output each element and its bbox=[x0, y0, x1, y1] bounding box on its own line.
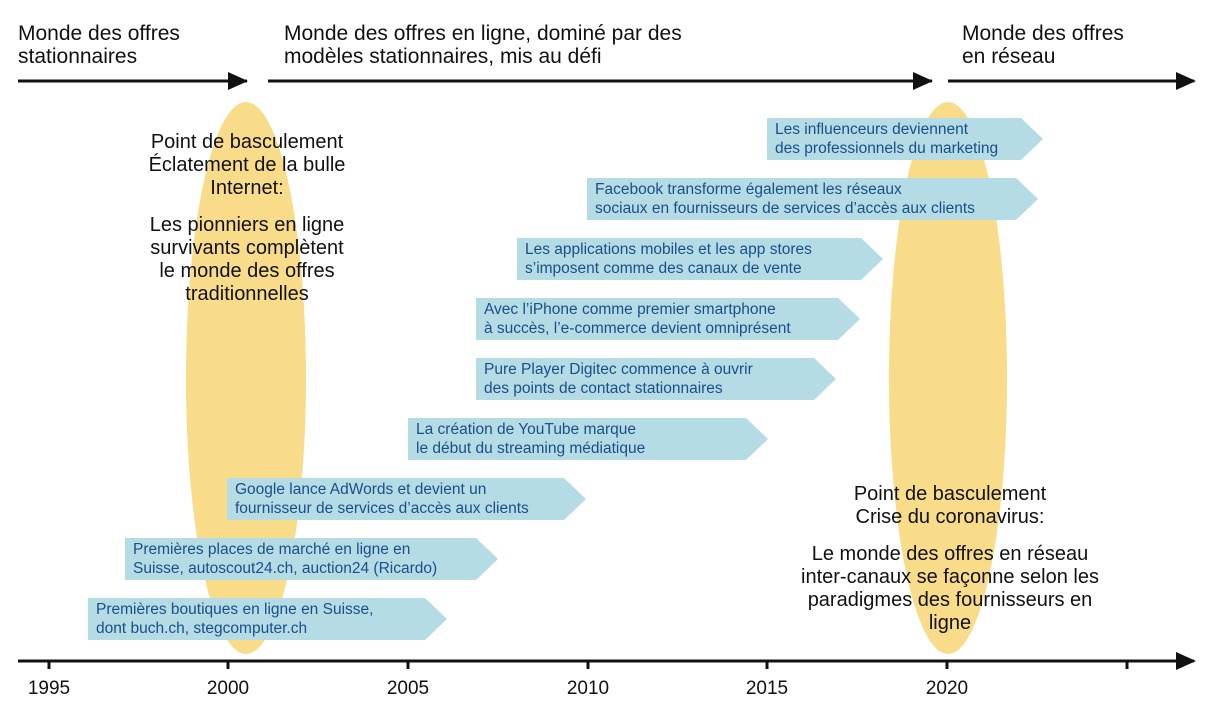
era-label-line: Monde des offres bbox=[18, 22, 180, 45]
event-text: des points de contact stationnaires bbox=[484, 380, 723, 397]
event-arrow-digitec: Pure Player Digitec commence à ouvrir de… bbox=[476, 358, 836, 400]
era-label-line: en réseau bbox=[962, 45, 1056, 68]
timeline-axis-head bbox=[1176, 652, 1196, 670]
event-text: Suisse, autoscout24.ch, auction24 (Ricar… bbox=[133, 560, 438, 577]
event-arrow-mobile-apps: Les applications mobiles et les app stor… bbox=[517, 238, 883, 280]
era-arrow-stationary-head bbox=[228, 72, 248, 90]
event-text: sociaux en fournisseurs de services d’ac… bbox=[595, 200, 975, 217]
event-text: dont buch.ch, stegcomputer.ch bbox=[96, 620, 308, 637]
era-label-line: Monde des offres en ligne, dominé par de… bbox=[284, 22, 682, 45]
year-label-2000: 2000 bbox=[206, 678, 250, 699]
event-arrow-marketplaces: Premières places de marché en ligne en S… bbox=[125, 538, 498, 580]
tipping-point-title: Crise du coronavirus: bbox=[855, 506, 1045, 528]
event-text: Avec l’iPhone comme premier smartphone bbox=[484, 301, 776, 318]
event-text: Google lance AdWords et devient un bbox=[235, 481, 487, 498]
era-label-line: Monde des offres bbox=[962, 22, 1124, 45]
event-text: Facebook transforme également les réseau… bbox=[595, 181, 902, 198]
event-arrow-facebook: Facebook transforme également les réseau… bbox=[587, 178, 1038, 220]
event-text: Premières places de marché en ligne en bbox=[133, 541, 411, 558]
tipping-point-description: inter-canaux se façonne selon les bbox=[801, 566, 1099, 588]
era-arrow-network-head bbox=[1176, 72, 1196, 90]
year-label-2005: 2005 bbox=[386, 678, 430, 699]
event-arrow-online-shops: Premières boutiques en ligne en Suisse, … bbox=[88, 598, 447, 640]
event-text: s’imposent comme des canaux de vente bbox=[525, 260, 802, 277]
event-text: fournisseur de services d’accès aux clie… bbox=[235, 500, 529, 517]
year-label-1995: 1995 bbox=[27, 678, 71, 699]
year-label-2010: 2010 bbox=[566, 678, 610, 699]
tipping-point-2020-highlight bbox=[889, 102, 1007, 654]
era-label-line: stationnaires bbox=[18, 45, 138, 68]
tipping-point-description: paradigmes des fournisseurs en ligne bbox=[807, 589, 1093, 634]
tipping-point-title: Internet: bbox=[210, 177, 284, 199]
tipping-point-description: Le monde des offres en réseau bbox=[811, 543, 1089, 565]
tipping-point-description: survivants complètent bbox=[150, 237, 344, 259]
tipping-point-2000: Point de basculement Éclatement de la bu… bbox=[122, 131, 372, 306]
era-label-line: modèles stationnaires, mis au défi bbox=[284, 45, 602, 68]
tipping-point-description: Les pionniers en ligne bbox=[149, 214, 345, 236]
era-label-network: Monde des offres en réseau bbox=[962, 22, 1124, 68]
tipping-point-title: Point de basculement bbox=[150, 131, 344, 153]
era-label-stationary: Monde des offres stationnaires bbox=[18, 22, 180, 68]
year-label-2020: 2020 bbox=[925, 678, 969, 699]
year-label-2015: 2015 bbox=[745, 678, 789, 699]
event-text: Pure Player Digitec commence à ouvrir bbox=[484, 361, 753, 378]
event-text: des professionnels du marketing bbox=[775, 140, 999, 157]
tipping-point-description: le monde des offres bbox=[159, 260, 335, 282]
event-text: à succès, l’e-commerce devient omniprése… bbox=[484, 320, 791, 337]
era-label-online: Monde des offres en ligne, dominé par de… bbox=[284, 22, 682, 68]
event-text: Premières boutiques en ligne en Suisse, bbox=[96, 601, 374, 618]
era-arrow-online-head bbox=[913, 72, 933, 90]
tipping-point-description: traditionnelles bbox=[185, 283, 309, 305]
event-text: Les influenceurs deviennent bbox=[775, 121, 969, 138]
tipping-point-2020: Point de basculement Crise du coronaviru… bbox=[790, 483, 1110, 635]
event-text: le début du streaming médiatique bbox=[416, 440, 646, 457]
tipping-point-title: Éclatement de la bulle bbox=[148, 154, 346, 176]
event-arrow-youtube: La création de YouTube marque le début d… bbox=[408, 418, 768, 460]
event-arrow-iphone: Avec l’iPhone comme premier smartphone à… bbox=[476, 298, 860, 340]
event-text: Les applications mobiles et les app stor… bbox=[525, 241, 812, 258]
tipping-point-title: Point de basculement bbox=[853, 483, 1047, 505]
event-arrow-adwords: Google lance AdWords et devient un fourn… bbox=[227, 478, 586, 520]
event-text: La création de YouTube marque bbox=[416, 421, 637, 438]
event-arrow-influencers: Les influenceurs deviennent des professi… bbox=[767, 118, 1043, 160]
